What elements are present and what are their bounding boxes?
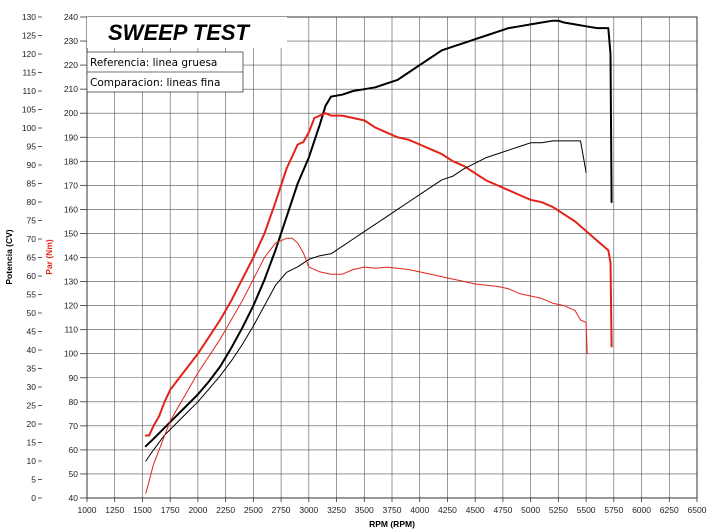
rpm-tick-label: 4500 [466, 505, 485, 515]
torque-tick-label: 230 [64, 36, 78, 46]
torque-tick-label: 110 [64, 325, 78, 335]
power-tick-label: 85 [27, 179, 37, 189]
rpm-tick-label: 2500 [244, 505, 263, 515]
rpm-tick-label: 2750 [272, 505, 291, 515]
power-tick-label: 50 [27, 308, 37, 318]
rpm-tick-label: 6250 [660, 505, 679, 515]
rpm-tick-label: 4000 [410, 505, 429, 515]
legend: Referencia: linea gruesa Comparacion: li… [86, 51, 244, 93]
power-tick-label: 0 [31, 493, 36, 503]
torque-tick-label: 240 [64, 12, 78, 22]
rpm-tick-label: 3000 [299, 505, 318, 515]
torque-tick-label: 220 [64, 60, 78, 70]
torque-tick-label: 100 [64, 349, 78, 359]
torque-tick-label: 210 [64, 84, 78, 94]
torque-tick-label: 80 [69, 397, 79, 407]
torque-tick-label: 70 [69, 421, 79, 431]
power-tick-label: 5 [31, 475, 36, 485]
rpm-tick-label: 1000 [78, 505, 97, 515]
torque-tick-label: 90 [69, 373, 79, 383]
power-tick-label: 70 [27, 234, 37, 244]
torque-tick-label: 50 [69, 469, 79, 479]
rpm-tick-label: 3750 [383, 505, 402, 515]
rpm-tick-label: 6500 [688, 505, 707, 515]
torque-tick-label: 200 [64, 108, 78, 118]
torque-tick-label: 160 [64, 204, 78, 214]
torque-tick-label: 150 [64, 228, 78, 238]
power-tick-label: 125 [22, 31, 36, 41]
torque-tick-label: 120 [64, 301, 78, 311]
torque-tick-label: 180 [64, 156, 78, 166]
power-tick-label: 100 [22, 123, 36, 133]
rpm-tick-label: 1250 [105, 505, 124, 515]
power-tick-label: 45 [27, 327, 37, 337]
power-axis-label: Potencia (CV) [4, 229, 14, 284]
rpm-tick-label: 2000 [188, 505, 207, 515]
rpm-axis-label: RPM (RPM) [369, 519, 415, 529]
series-line-par-comparacion [145, 237, 588, 494]
power-tick-label: 110 [22, 86, 36, 96]
power-axis-ticks: 0 5 10 15 20 25 30 35 40 45 50 55 60 65 70 75 80 85 90 95 10… [22, 12, 42, 503]
power-tick-label: 55 [27, 290, 37, 300]
rpm-tick-label: 5500 [577, 505, 596, 515]
rpm-tick-label: 1500 [133, 505, 152, 515]
power-tick-label: 120 [22, 49, 36, 59]
rpm-tick-label: 1750 [161, 505, 180, 515]
rpm-tick-label: 3500 [355, 505, 374, 515]
power-tick-label: 90 [27, 160, 37, 170]
power-tick-label: 60 [27, 271, 37, 281]
power-tick-label: 105 [22, 105, 36, 115]
rpm-tick-label: 5750 [604, 505, 623, 515]
power-tick-label: 65 [27, 253, 37, 263]
power-tick-label: 95 [27, 142, 37, 152]
power-tick-label: 25 [27, 401, 37, 411]
power-tick-label: 20 [27, 419, 37, 429]
rpm-axis-ticks: 1000 1250 1500 1750 2000 2250 2500 2750 3000 3250… [78, 498, 707, 515]
power-tick-label: 115 [22, 68, 36, 78]
series-layer [144, 19, 613, 494]
power-tick-label: 80 [27, 197, 37, 207]
power-tick-label: 10 [27, 456, 37, 466]
rpm-tick-label: 2250 [216, 505, 235, 515]
torque-tick-label: 40 [69, 493, 79, 503]
rpm-tick-label: 4750 [493, 505, 512, 515]
power-tick-label: 35 [27, 364, 37, 374]
power-tick-label: 75 [27, 216, 37, 226]
rpm-tick-label: 3250 [327, 505, 346, 515]
rpm-tick-label: 6000 [632, 505, 651, 515]
plot-frame [86, 16, 698, 499]
torque-axis-label: Par (Nm) [44, 239, 54, 275]
rpm-tick-label: 4250 [438, 505, 457, 515]
torque-tick-label: 170 [64, 180, 78, 190]
chart-title: SWEEP TEST [108, 20, 251, 45]
power-tick-label: 15 [27, 438, 37, 448]
series-line-potencia-comparacion [145, 140, 587, 462]
series-line-potencia-referencia [144, 19, 613, 448]
torque-axis-ticks: 40 50 60 70 80 90 100 110 120 130 140 150 160 170 180 1… [64, 12, 87, 503]
power-tick-label: 130 [22, 12, 36, 22]
torque-tick-label: 130 [64, 277, 78, 287]
torque-tick-label: 190 [64, 132, 78, 142]
series-line-par-referencia [144, 112, 613, 437]
torque-tick-label: 140 [64, 253, 78, 263]
rpm-tick-label: 5250 [549, 505, 568, 515]
power-tick-label: 30 [27, 382, 37, 392]
title-background [87, 17, 287, 48]
legend-entry-comparison: Comparacion: lineas fina [90, 77, 220, 89]
power-tick-label: 40 [27, 345, 37, 355]
rpm-tick-label: 5000 [521, 505, 540, 515]
legend-entry-reference: Referencia: linea gruesa [90, 57, 217, 69]
torque-tick-label: 60 [69, 445, 79, 455]
